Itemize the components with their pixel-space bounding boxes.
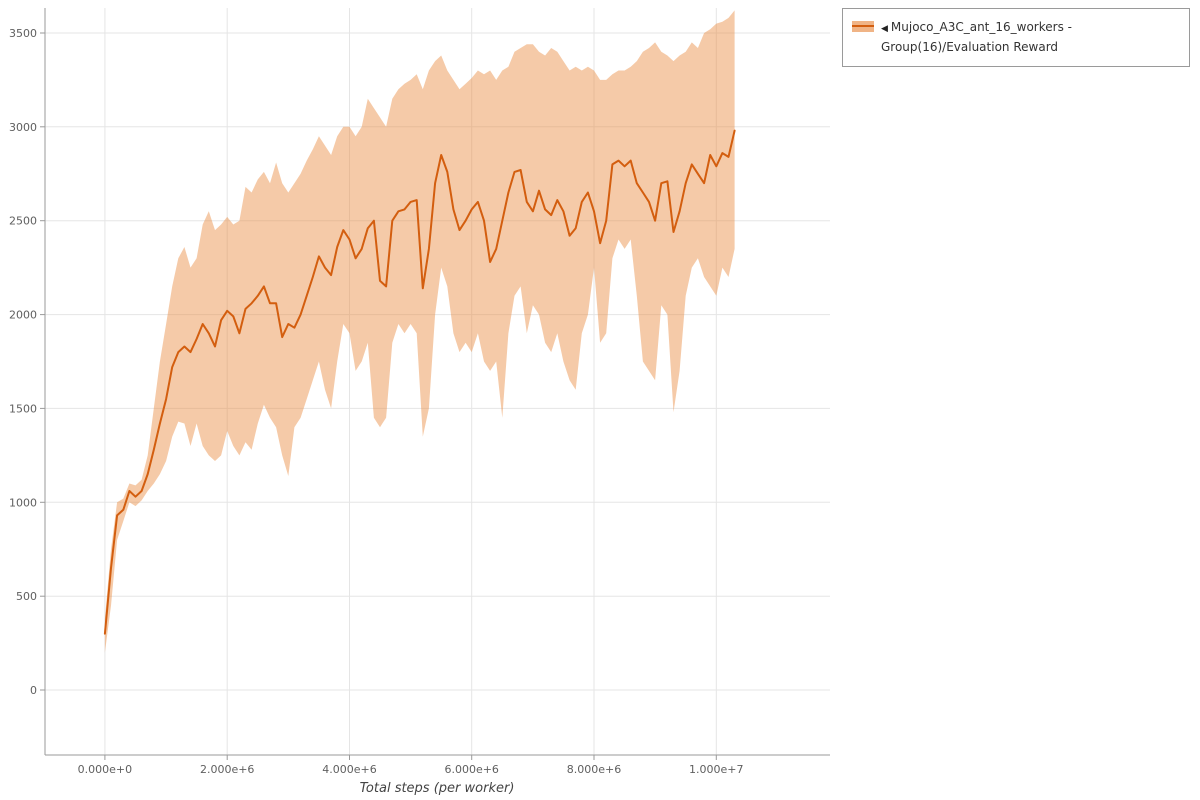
x-tick-label: 8.000e+6 (567, 763, 621, 776)
y-tick-label: 500 (16, 590, 37, 603)
chart-container: 0.000e+0 2.000e+6 4.000e+6 6.000e+6 8.000e+6… (9, 8, 830, 796)
y-tick-label: 1500 (9, 402, 37, 415)
axes-layer (44, 8, 830, 756)
mean-line (103, 129, 736, 635)
y-tick-label: 0 (30, 684, 37, 697)
x-axis-title: Total steps (per worker) (360, 781, 515, 796)
confidence-band (104, 10, 735, 653)
mean-line-layer (103, 129, 736, 635)
grid-layer (45, 8, 830, 755)
y-tick-label: 2000 (9, 309, 37, 322)
x-tick-label: 6.000e+6 (444, 763, 498, 776)
collapse-arrow-icon[interactable]: ◀ (881, 24, 888, 34)
confidence-band-layer (104, 10, 735, 653)
y-tick-label: 3500 (9, 27, 37, 40)
legend-swatch[interactable] (852, 21, 874, 32)
legend-text[interactable]: ◀ Mujoco_A3C_ant_16_workers - Group(16)/E… (881, 17, 1180, 58)
x-tick-label: 2.000e+6 (200, 763, 254, 776)
legend-box[interactable]: ◀ Mujoco_A3C_ant_16_workers - Group(16)/E… (842, 8, 1190, 67)
legend-series-label: Mujoco_A3C_ant_16_workers - Group(16)/Ev… (881, 20, 1072, 55)
tick-layer: 0.000e+0 2.000e+6 4.000e+6 6.000e+6 8.000e+6… (9, 27, 744, 776)
y-tick-label: 3000 (9, 121, 37, 134)
x-tick-label: 1.000e+7 (689, 763, 743, 776)
y-tick-label: 2500 (9, 215, 37, 228)
x-tick-label: 4.000e+6 (322, 763, 376, 776)
reward-chart: 0.000e+0 2.000e+6 4.000e+6 6.000e+6 8.000e+6… (9, 8, 830, 796)
x-tick-label: 0.000e+0 (78, 763, 132, 776)
legend-swatch-line (852, 25, 874, 27)
y-tick-label: 1000 (9, 496, 37, 509)
